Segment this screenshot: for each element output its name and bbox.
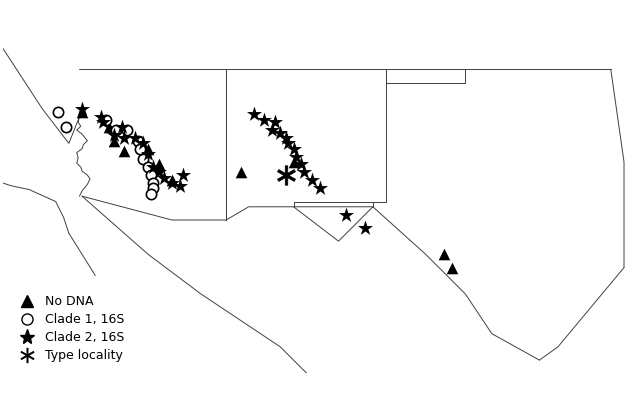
Point [259, 116, 269, 123]
Point [119, 135, 129, 141]
Point [109, 137, 119, 144]
Point [447, 264, 458, 271]
Point [177, 172, 188, 178]
Point [296, 161, 307, 168]
Point [275, 129, 285, 136]
Point [175, 183, 185, 189]
Point [360, 225, 370, 231]
Point [167, 180, 177, 186]
Point [138, 156, 148, 162]
Point [270, 119, 280, 125]
Point [143, 145, 154, 152]
Point [315, 185, 325, 191]
Point [154, 161, 164, 168]
Point [148, 180, 159, 186]
Point [130, 135, 140, 141]
Point [143, 151, 154, 157]
Point [148, 164, 159, 170]
Point [249, 111, 259, 118]
Point [135, 145, 145, 152]
Point [116, 124, 127, 131]
Point [77, 108, 87, 115]
Point [98, 119, 108, 125]
Point [307, 177, 317, 184]
Point [289, 159, 299, 165]
Point [159, 174, 169, 181]
Point [104, 124, 114, 131]
Point [236, 169, 246, 176]
Point [289, 145, 299, 152]
Point [146, 190, 156, 197]
Point [77, 106, 87, 112]
Point [154, 169, 164, 176]
Point [119, 148, 129, 154]
Point [146, 172, 156, 178]
Point [439, 251, 449, 258]
Point [109, 132, 119, 139]
Legend: No DNA, Clade 1, 16S, Clade 2, 16S, Type locality: No DNA, Clade 1, 16S, Clade 2, 16S, Type… [9, 290, 130, 367]
Point [148, 185, 159, 191]
Point [138, 140, 148, 147]
Point [143, 164, 154, 170]
Point [61, 124, 71, 131]
Point [268, 127, 278, 133]
Point [291, 153, 301, 160]
Point [167, 177, 177, 184]
Point [299, 169, 309, 176]
Point [283, 140, 293, 147]
Point [95, 114, 106, 120]
Point [280, 135, 291, 141]
Point [122, 127, 132, 133]
Point [111, 127, 122, 133]
Point [53, 108, 63, 115]
Point [132, 137, 143, 144]
Point [280, 172, 291, 178]
Point [341, 212, 351, 218]
Point [100, 116, 111, 123]
